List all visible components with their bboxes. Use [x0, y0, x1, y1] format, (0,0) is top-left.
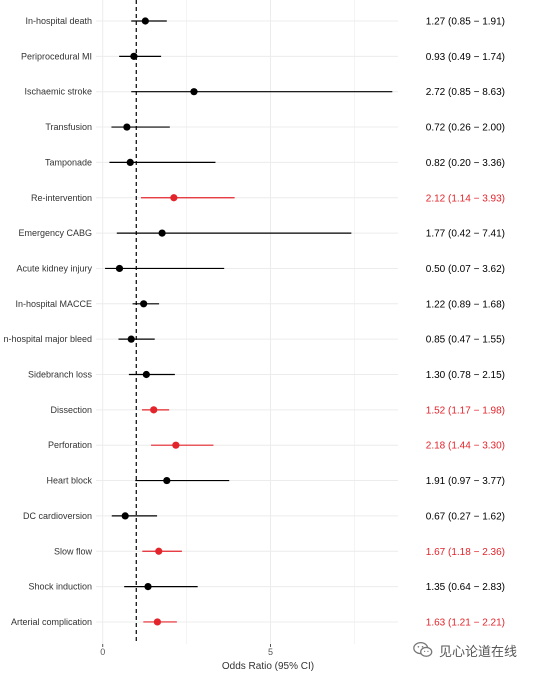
- point-estimate: [158, 229, 166, 237]
- watermark: 见心论道在线: [412, 638, 517, 662]
- point-estimate: [155, 547, 163, 555]
- category-label: DC cardioversion: [23, 511, 92, 521]
- ci-label: 2.72 (0.85 − 8.63): [426, 87, 505, 98]
- point-estimate: [141, 17, 149, 25]
- ci-label: 0.72 (0.26 − 2.00): [426, 123, 505, 134]
- point-estimate: [163, 476, 171, 485]
- ci-label: 1.52 (1.17 − 1.98): [426, 405, 505, 416]
- point-estimate: [130, 52, 138, 60]
- category-label: Heart block: [46, 476, 92, 486]
- point-estimate: [126, 158, 134, 166]
- grid-lines: [96, 0, 398, 644]
- x-tick-label: 5: [268, 647, 273, 657]
- ci-label: 0.50 (0.07 − 3.62): [426, 264, 505, 275]
- watermark-text: 见心论道在线: [439, 643, 518, 659]
- point-estimate: [170, 194, 178, 202]
- ci-label: 1.35 (0.64 − 2.83): [426, 582, 505, 593]
- point-estimate: [115, 264, 124, 273]
- point-estimate: [142, 370, 150, 379]
- category-label: In-hospital death: [25, 16, 92, 26]
- category-label: Emergency CABG: [18, 228, 92, 238]
- ci-label: 1.22 (0.89 − 1.68): [426, 299, 505, 310]
- wechat-icon: [413, 642, 433, 657]
- category-label: Slow flow: [54, 546, 93, 556]
- plot-marks: [105, 17, 393, 626]
- point-estimate: [140, 300, 148, 308]
- x-tick-label: 0: [100, 647, 105, 657]
- category-label: Perforation: [48, 440, 92, 450]
- point-estimate: [127, 335, 135, 343]
- category-label: Arterial complication: [11, 617, 92, 627]
- ci-label: 1.77 (0.42 − 7.41): [426, 229, 505, 240]
- point-estimate: [150, 406, 158, 414]
- category-label: n-hospital major bleed: [3, 334, 92, 344]
- ci-label: 2.12 (1.14 − 3.93): [426, 193, 505, 204]
- category-label: Acute kidney injury: [16, 263, 92, 273]
- ci-label: 0.93 (0.49 − 1.74): [426, 52, 505, 63]
- category-label: Tamponade: [45, 157, 92, 167]
- ci-label: 1.30 (0.78 − 2.15): [426, 370, 505, 381]
- point-estimate: [144, 583, 152, 591]
- ci-label: 2.18 (1.44 − 3.30): [426, 441, 505, 452]
- category-label: Re-intervention: [31, 193, 92, 203]
- category-label: In-hospital MACCE: [15, 299, 92, 309]
- ci-label: 0.82 (0.20 − 3.36): [426, 158, 505, 169]
- category-labels: In-hospital death Periprocedural MI Ischae…: [3, 16, 92, 627]
- ci-label: 1.67 (1.18 − 2.36): [426, 547, 505, 558]
- category-label: Transfusion: [45, 122, 92, 132]
- ci-labels: 1.27 (0.85 − 1.91) 0.93 (0.49 − 1.74) 2.72…: [426, 17, 505, 629]
- point-estimate: [172, 441, 180, 449]
- category-label: Dissection: [50, 405, 92, 415]
- point-estimate: [190, 88, 198, 96]
- point-estimate: [123, 123, 131, 131]
- ci-label: 1.63 (1.21 − 2.21): [426, 617, 505, 628]
- category-label: Shock induction: [28, 582, 92, 592]
- category-label: Periprocedural MI: [21, 51, 92, 61]
- point-estimate: [121, 512, 129, 520]
- ci-label: 1.27 (0.85 − 1.91): [426, 17, 505, 28]
- point-estimate: [153, 618, 162, 626]
- category-label: Sidebranch loss: [28, 370, 93, 380]
- ci-label: 0.67 (0.27 − 1.62): [426, 511, 505, 522]
- category-label: Ischaemic stroke: [24, 87, 92, 97]
- x-axis-title: Odds Ratio (95% CI): [222, 661, 314, 672]
- ci-label: 1.91 (0.97 − 3.77): [426, 476, 505, 487]
- ci-label: 0.85 (0.47 − 1.55): [426, 335, 505, 346]
